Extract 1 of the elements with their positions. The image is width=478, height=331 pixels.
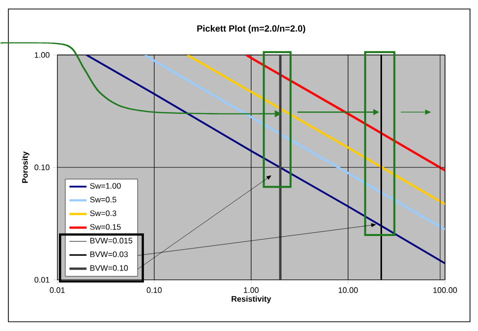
- chart-title: Pickett Plot (m=2.0/n=2.0): [197, 25, 306, 34]
